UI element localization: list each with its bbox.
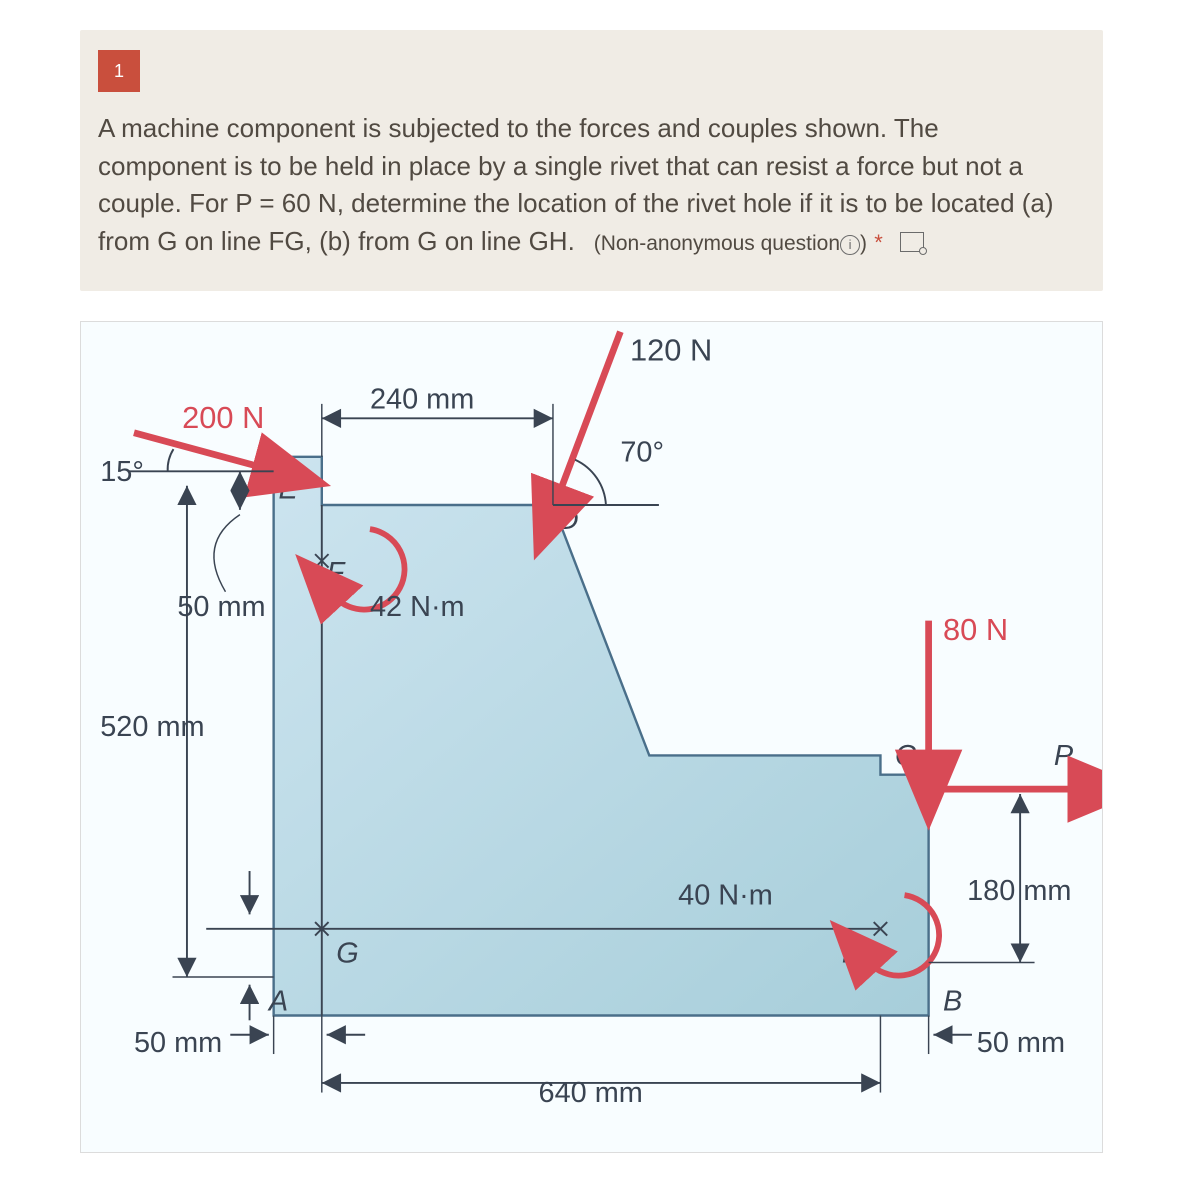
force-120n bbox=[558, 331, 621, 497]
dim-520: 520 mm bbox=[100, 711, 204, 743]
label-d: D bbox=[558, 504, 579, 536]
image-attachment-icon bbox=[900, 232, 924, 252]
label-g: G bbox=[336, 937, 358, 969]
question-line-2: component is to be held in place by a si… bbox=[98, 151, 1023, 181]
label-a: A bbox=[267, 985, 288, 1017]
info-icon: i bbox=[840, 235, 860, 255]
question-text: A machine component is subjected to the … bbox=[92, 110, 1091, 261]
couple-42-label: 42 N·m bbox=[370, 591, 465, 623]
dim-ef-50: 50 mm bbox=[177, 591, 265, 623]
diagram-container: E F D G H C A B P 120 N 70° 200 N 15° bbox=[80, 321, 1103, 1153]
dim-b50: 50 mm bbox=[977, 1027, 1065, 1059]
question-line-4: from G on line FG, (b) from G on line GH… bbox=[98, 226, 575, 256]
force-80n-label: 80 N bbox=[943, 612, 1008, 647]
dim-180: 180 mm bbox=[967, 875, 1071, 907]
dim-640: 640 mm bbox=[539, 1077, 643, 1109]
label-b: B bbox=[943, 985, 962, 1017]
angle-15: 15° bbox=[100, 456, 144, 488]
question-line-3: couple. For P = 60 N, determine the loca… bbox=[98, 188, 1054, 218]
label-e: E bbox=[278, 473, 298, 505]
label-h: H bbox=[842, 937, 863, 969]
dim-a50: 50 mm bbox=[134, 1027, 222, 1059]
force-120n-label: 120 N bbox=[630, 332, 712, 367]
component-fill bbox=[274, 457, 929, 1016]
engineering-diagram: E F D G H C A B P 120 N 70° 200 N 15° bbox=[81, 322, 1102, 1121]
couple-40-label: 40 N·m bbox=[678, 879, 773, 911]
question-block: 1 A machine component is subjected to th… bbox=[80, 30, 1103, 291]
label-p: P bbox=[1054, 740, 1074, 772]
force-200n-label: 200 N bbox=[182, 400, 264, 435]
label-c: C bbox=[895, 740, 916, 772]
dim-240: 240 mm bbox=[370, 383, 474, 415]
nonanon-label: (Non-anonymous questioni) bbox=[582, 232, 867, 255]
question-number-badge: 1 bbox=[98, 50, 140, 92]
question-line-1: A machine component is subjected to the … bbox=[98, 113, 939, 143]
angle-70: 70° bbox=[620, 436, 664, 468]
force-200n bbox=[134, 433, 266, 469]
page: 1 A machine component is subjected to th… bbox=[0, 0, 1183, 1200]
required-star: * bbox=[874, 230, 883, 255]
label-f: F bbox=[327, 557, 346, 589]
